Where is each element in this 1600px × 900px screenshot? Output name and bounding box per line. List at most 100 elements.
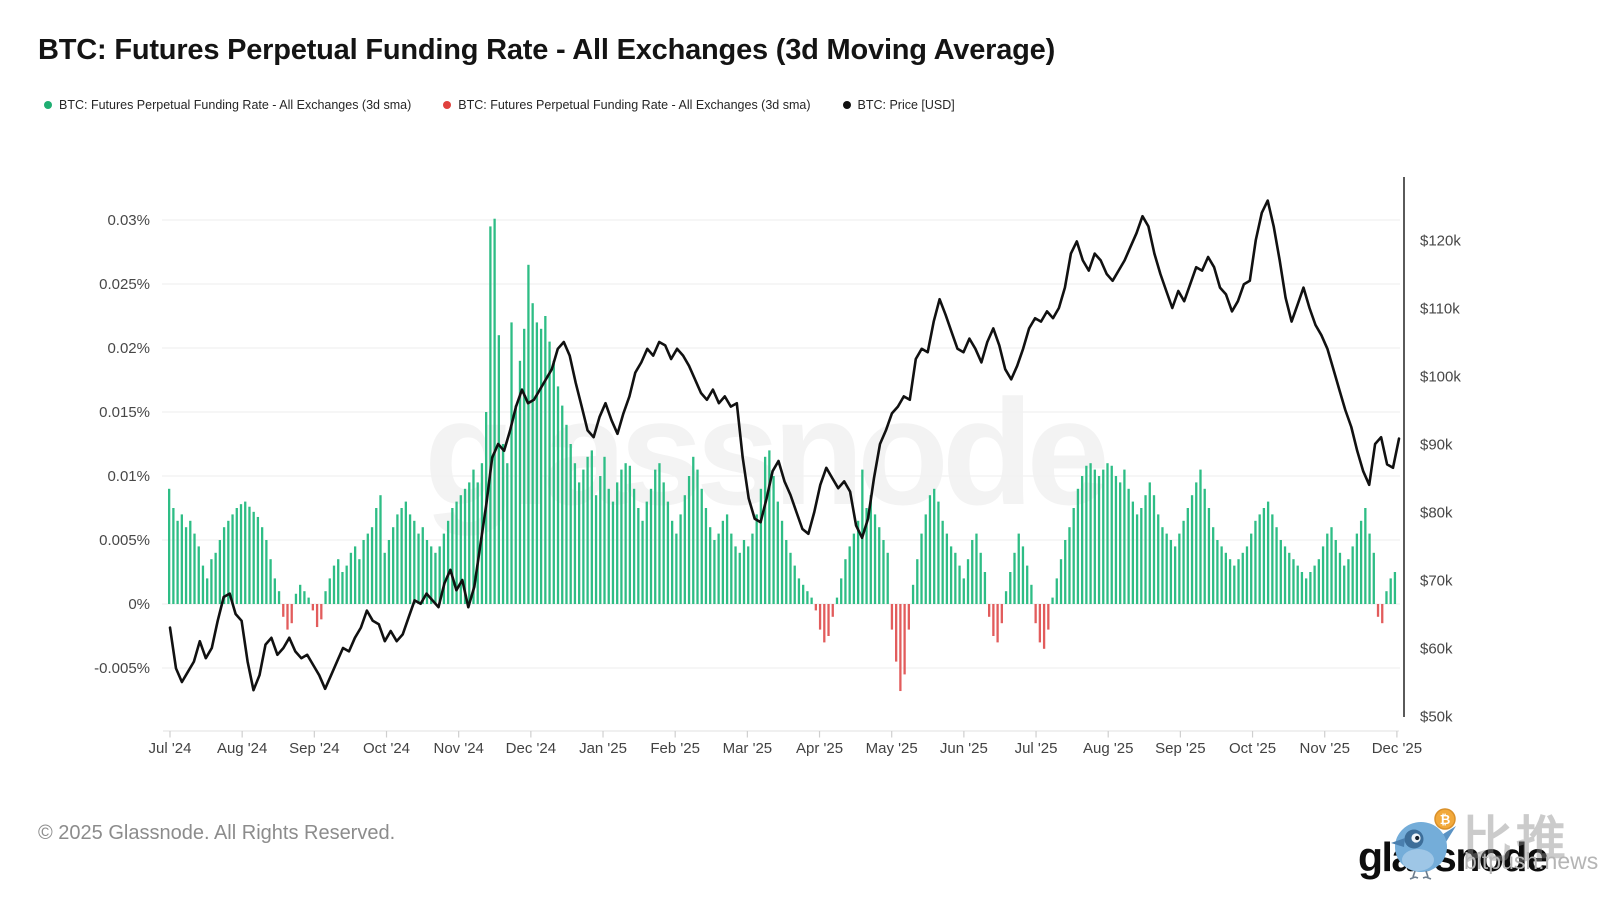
funding-bar: [1368, 533, 1371, 604]
funding-bar: [1275, 527, 1278, 604]
x-axis-tick-label: Aug '25: [1083, 740, 1133, 757]
glassnode-logo-text: glassnode: [1358, 834, 1549, 880]
funding-bar: [979, 552, 982, 604]
funding-bar: [823, 604, 826, 643]
x-axis-tick-label: Jul '25: [1015, 740, 1058, 757]
funding-bar: [670, 520, 674, 604]
funding-bar: [510, 322, 513, 604]
funding-bar: [911, 584, 915, 604]
funding-bar: [1135, 514, 1139, 604]
funding-bar: [717, 533, 720, 604]
funding-bar: [252, 511, 255, 604]
funding-bar: [1300, 572, 1304, 604]
funding-bar: [886, 552, 889, 604]
funding-bar: [1038, 604, 1042, 643]
funding-bar: [687, 476, 691, 604]
funding-bar: [679, 514, 682, 604]
funding-bar: [214, 552, 217, 604]
legend-label: BTC: Futures Perpetual Funding Rate - Al…: [458, 98, 811, 112]
legend-dot: [842, 101, 851, 109]
funding-bar: [916, 559, 919, 604]
funding-bar: [1381, 604, 1384, 624]
funding-bar: [1123, 469, 1126, 604]
funding-bar: [1102, 469, 1105, 604]
funding-bar: [472, 469, 475, 604]
funding-bar: [1055, 578, 1058, 604]
bitcoin-coin-icon: [1434, 808, 1456, 830]
legend-item-1[interactable]: BTC: Futures Perpetual Funding Rate - Al…: [443, 98, 811, 112]
legend-item-2[interactable]: BTC: Price [USD]: [842, 98, 955, 112]
funding-bar: [463, 488, 467, 604]
x-axis-tick-label: Feb '25: [650, 740, 700, 757]
funding-bar: [1309, 572, 1312, 604]
funding-bar: [933, 488, 936, 604]
x-axis-tick-label: Jul '24: [149, 740, 192, 757]
funding-bar: [1237, 559, 1240, 604]
funding-bar: [734, 546, 737, 604]
funding-bar: [738, 552, 741, 604]
funding-bar: [586, 456, 589, 604]
funding-bar: [442, 533, 446, 604]
funding-bar: [662, 482, 665, 604]
funding-bar: [1042, 604, 1046, 649]
funding-bar: [497, 335, 500, 604]
funding-bar: [1250, 533, 1253, 604]
funding-bar: [1161, 527, 1164, 604]
funding-bar: [1169, 540, 1173, 604]
funding-bar: [1186, 508, 1189, 604]
funding-bar: [556, 386, 560, 604]
funding-bar: [1068, 527, 1071, 604]
funding-bar: [434, 552, 437, 604]
funding-bar: [1347, 559, 1350, 604]
funding-bar: [1085, 465, 1088, 604]
funding-bar: [1059, 559, 1063, 604]
funding-bar: [476, 482, 479, 604]
right-axis-tick: $50k: [1420, 709, 1453, 726]
chart-title: BTC: Futures Perpetual Funding Rate - Al…: [38, 34, 1056, 66]
funding-bar: [176, 520, 179, 604]
funding-bar: [459, 495, 462, 604]
funding-bar: [523, 328, 526, 604]
funding-bar: [780, 520, 784, 604]
legend-item-0[interactable]: BTC: Futures Perpetual Funding Rate - Al…: [44, 98, 411, 112]
funding-bar: [730, 533, 733, 604]
funding-bar: [1178, 533, 1181, 604]
funding-bar: [506, 463, 509, 604]
funding-bar: [1195, 482, 1198, 604]
funding-bar: [1110, 465, 1113, 604]
funding-bar: [840, 578, 843, 604]
funding-bar: [417, 533, 420, 604]
funding-bar: [375, 508, 378, 604]
funding-bar: [231, 514, 234, 604]
funding-bar: [315, 604, 319, 628]
funding-bar: [1372, 552, 1375, 604]
funding-bar: [683, 495, 686, 604]
funding-bar: [645, 501, 648, 604]
funding-bar: [844, 559, 847, 604]
funding-bar: [561, 405, 564, 604]
bitcoin-symbol: ₿: [1440, 812, 1451, 827]
funding-bar: [218, 540, 222, 604]
bird-legs: [1409, 870, 1432, 880]
funding-bar: [430, 546, 433, 604]
funding-bar: [1283, 546, 1287, 604]
funding-bar: [489, 226, 492, 604]
funding-bar: [818, 604, 822, 630]
funding-bar: [869, 495, 872, 604]
funding-bar: [337, 559, 340, 604]
left-axis-tick: 0.025%: [99, 276, 150, 293]
funding-bar: [1009, 572, 1012, 604]
legend-label: BTC: Futures Perpetual Funding Rate - Al…: [59, 98, 412, 112]
funding-bar: [582, 469, 585, 604]
copyright-text: © 2025 Glassnode. All Rights Reserved.: [38, 822, 396, 844]
funding-bar: [903, 604, 906, 675]
funding-bar: [785, 540, 788, 604]
left-axis-tick: 0.005%: [99, 532, 150, 549]
funding-bar: [590, 450, 593, 604]
funding-bar: [725, 514, 729, 604]
funding-bar: [958, 565, 961, 604]
funding-bar: [392, 527, 395, 604]
funding-bar: [396, 514, 399, 604]
funding-bar: [1385, 591, 1388, 604]
